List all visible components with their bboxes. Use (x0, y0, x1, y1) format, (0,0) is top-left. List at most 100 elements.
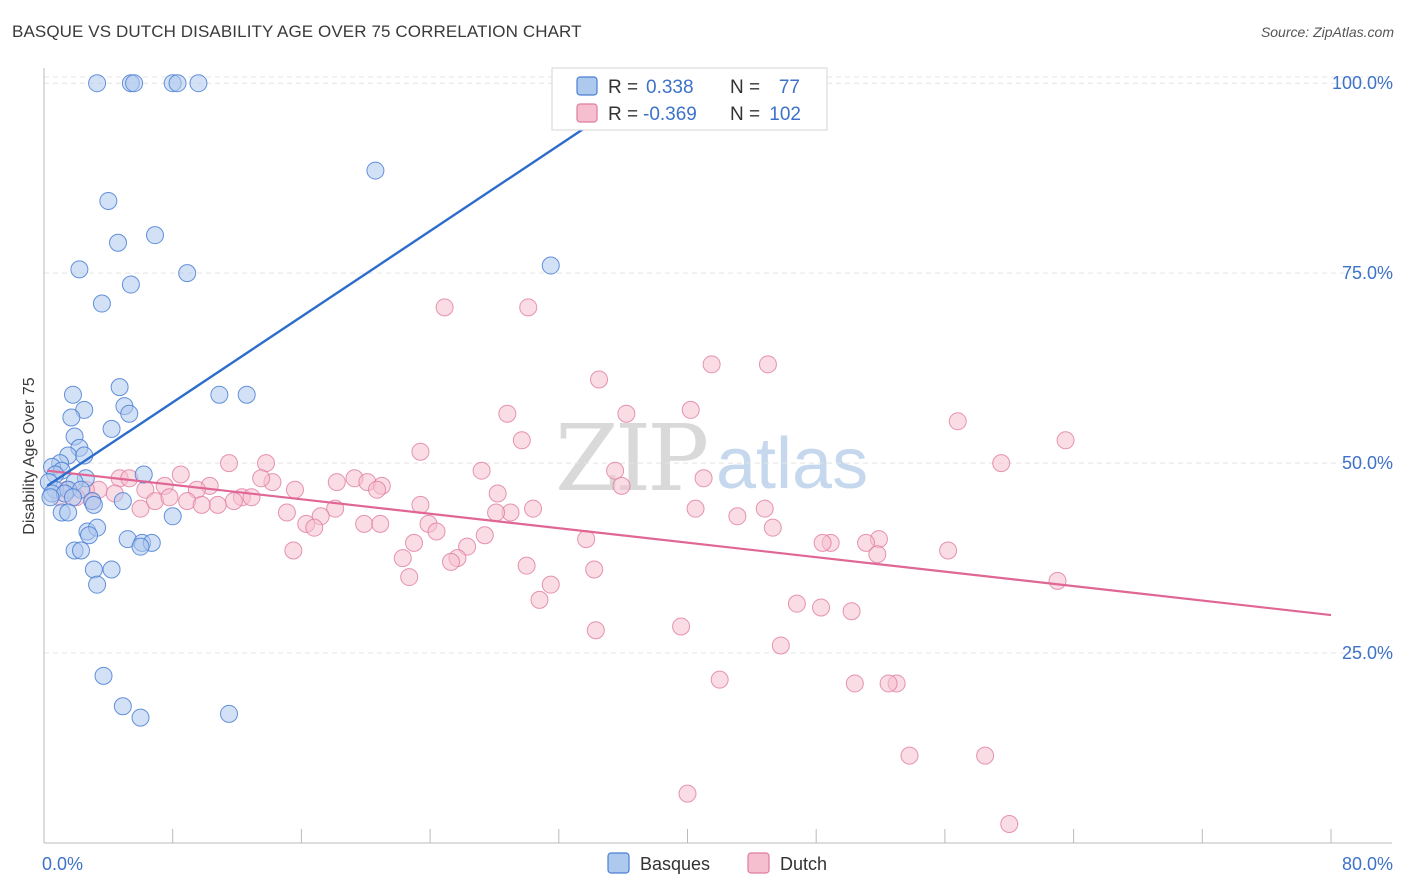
basque-point (120, 404, 139, 423)
basque-point (366, 161, 385, 180)
dutch-point (405, 533, 424, 552)
basque-point (541, 256, 560, 275)
dutch-point (678, 784, 697, 803)
dutch-point (411, 495, 430, 514)
basque-point (102, 560, 121, 579)
basque-point (59, 503, 78, 522)
basque-point (109, 233, 128, 252)
dutch-point (327, 473, 346, 492)
series-legend: Basques Dutch (607, 852, 827, 874)
y-tick-label: 50.0% (1342, 453, 1393, 473)
n-value-dutch: 102 (769, 104, 801, 125)
dutch-point (900, 746, 919, 765)
dutch-point (208, 495, 227, 514)
dutch-point (257, 454, 276, 473)
dutch-point (1056, 431, 1075, 450)
dutch-swatch (576, 103, 598, 123)
dutch-point (842, 602, 861, 621)
dutch-point (694, 469, 713, 488)
dutch-point (868, 545, 887, 564)
dutch-point (617, 404, 636, 423)
stats-legend: R = 0.338 N = 77 R = -0.369 N = 102 (551, 67, 828, 131)
basque-point (113, 492, 132, 511)
basque-point (84, 560, 103, 579)
dutch-point (702, 355, 721, 374)
dutch-point (475, 526, 494, 545)
dutch-point (939, 541, 958, 560)
stats-legend-box (551, 67, 828, 131)
dutch-point (763, 518, 782, 537)
dutch-point (1000, 815, 1019, 834)
dutch-point (787, 594, 806, 613)
dutch-point (487, 503, 506, 522)
dutch-point (224, 492, 243, 511)
dutch-point (371, 514, 390, 533)
dutch-point (590, 370, 609, 389)
y-axis-label: Disability Age Over 75 (21, 377, 38, 535)
x-tick-label: 0.0% (42, 854, 83, 874)
n-label-2: N = (730, 104, 760, 125)
legend-dutch-swatch (747, 852, 770, 874)
n-label-1: N = (730, 77, 760, 98)
dutch-point (948, 412, 967, 431)
watermark: ZIP atlas (555, 405, 868, 512)
basque-point (94, 666, 113, 685)
dutch-point (577, 530, 596, 549)
dutch-point (131, 499, 150, 518)
dutch-point (512, 431, 531, 450)
dutch-point (355, 514, 374, 533)
dutch-trend-line (47, 469, 1332, 617)
basque-point (102, 419, 121, 438)
dutch-point (442, 552, 461, 571)
basque-point (189, 74, 208, 93)
watermark-zip: ZIP (555, 405, 706, 512)
dutch-point (530, 590, 549, 609)
dutch-point (411, 442, 430, 461)
basque-point (131, 708, 150, 727)
basque-point (113, 697, 132, 716)
dutch-point (606, 461, 625, 480)
basque-swatch (576, 76, 598, 96)
legend-basques-swatch (607, 852, 630, 874)
basque-point (84, 495, 103, 514)
dutch-point (585, 560, 604, 579)
watermark-atlas: atlas (716, 424, 868, 504)
dutch-point (488, 484, 507, 503)
dutch-point (393, 549, 412, 568)
r-label-2: R = (608, 104, 638, 125)
dutch-point (1048, 571, 1067, 590)
r-value-basques: 0.338 (646, 77, 694, 98)
dutch-point (710, 670, 729, 689)
basque-point (125, 74, 144, 93)
basque-point (88, 74, 107, 93)
y-tick-label: 25.0% (1342, 643, 1393, 663)
basque-point (237, 385, 256, 404)
dutch-point (541, 575, 560, 594)
dutch-point (857, 533, 876, 552)
dutch-point (427, 522, 446, 541)
basque-point (80, 526, 99, 545)
dutch-point (285, 480, 304, 499)
r-label-1: R = (608, 77, 638, 98)
basque-point (88, 575, 107, 594)
dutch-point (284, 541, 303, 560)
dutch-points (51, 298, 1075, 834)
dutch-point (277, 503, 296, 522)
dutch-point (519, 298, 538, 317)
dutch-point (171, 465, 190, 484)
basque-point (92, 294, 111, 313)
basque-point (63, 385, 82, 404)
dutch-point (879, 674, 898, 693)
dutch-point (192, 495, 211, 514)
dutch-point (252, 469, 271, 488)
basque-trend-line (46, 82, 653, 487)
dutch-point (812, 598, 831, 617)
basque-point (70, 260, 89, 279)
dutch-point (681, 400, 700, 419)
dutch-point (242, 488, 261, 507)
r-value-dutch: -0.369 (643, 104, 697, 125)
dutch-point (672, 617, 691, 636)
basque-point (146, 226, 165, 245)
dutch-point (435, 298, 454, 317)
trend-lines (46, 82, 1332, 617)
